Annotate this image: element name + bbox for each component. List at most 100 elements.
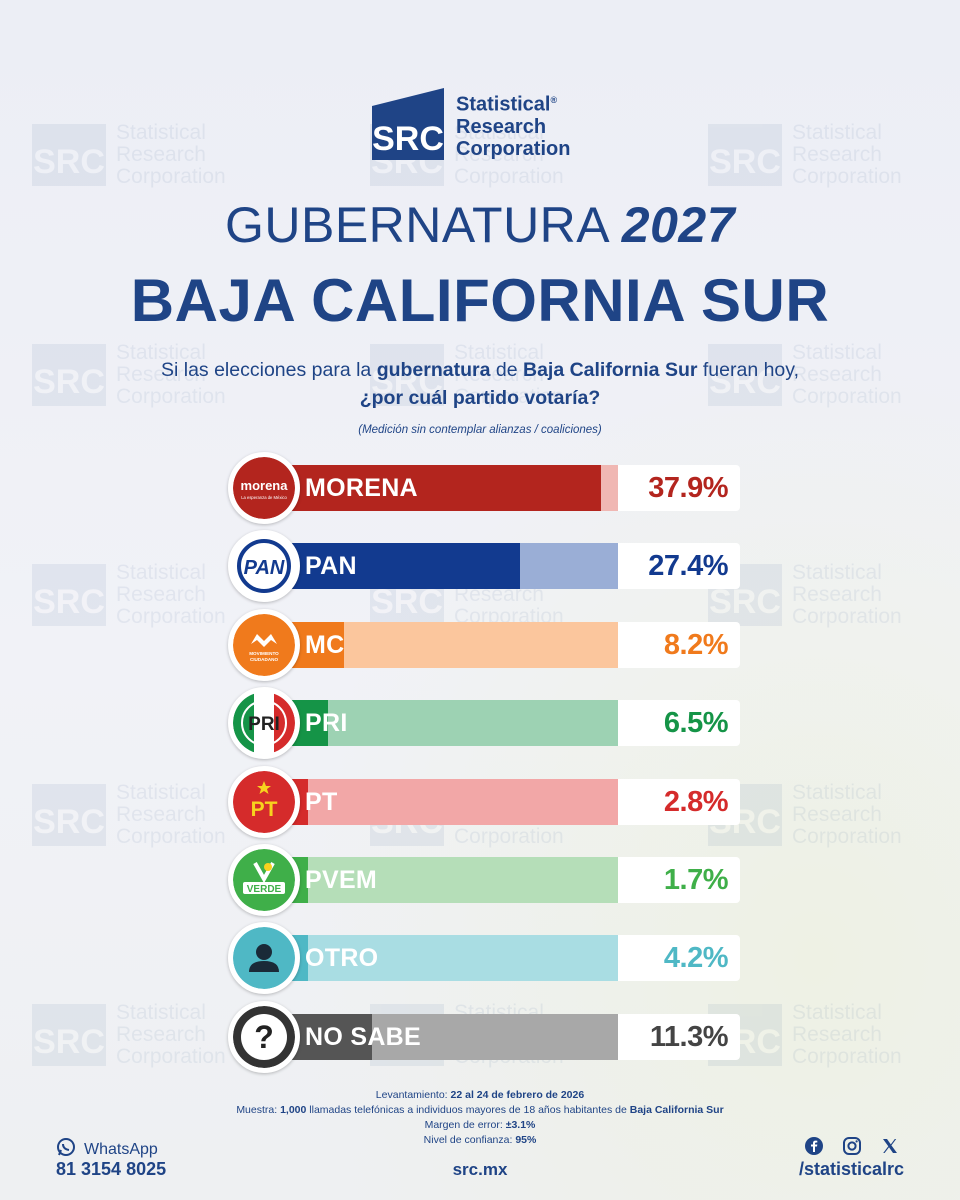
bar-row-mc: MC 8.2% MOVIMIENTO CIUDADANO: [228, 608, 740, 681]
pan-logo-icon: PAN: [228, 530, 300, 603]
title-prefix: GUBERNATURA: [224, 197, 608, 253]
brand-name-line1: Statistical: [456, 94, 551, 116]
value-box: 8.2%: [618, 621, 740, 668]
fieldwork-value: 22 al 24 de febrero de 2026: [450, 1089, 585, 1101]
whatsapp-contact[interactable]: WhatsApp: [56, 1137, 158, 1162]
bar-row-pt: PT 2.8% PT: [228, 765, 740, 838]
bar-track: [268, 543, 838, 590]
bar-background: [268, 857, 618, 903]
bar-track: [268, 778, 838, 825]
question-line-2: ¿por cuál partido votaría?: [359, 387, 601, 409]
svg-text:VERDE: VERDE: [247, 884, 282, 895]
category-label: PRI: [305, 709, 348, 738]
survey-question: Si las elecciones para la gubernatura de…: [0, 356, 960, 412]
category-label: MC: [305, 630, 345, 659]
person-icon: [228, 922, 300, 995]
question-text-1: Si las elecciones para la: [160, 359, 377, 381]
confidence-value: 95%: [515, 1134, 537, 1146]
svg-text:La esperanza de México: La esperanza de México: [241, 495, 287, 500]
bar-row-pvem: PVEM 1.7% VERDE: [228, 844, 740, 916]
value-box: 6.5%: [618, 700, 740, 747]
bar-background: [268, 778, 618, 825]
category-label: PVEM: [305, 866, 378, 894]
social-icons: [804, 1136, 900, 1161]
registered-mark: ®: [550, 95, 558, 106]
brand-name-line3: Corporation: [456, 138, 571, 160]
sample-value: 1,000: [280, 1104, 307, 1116]
data-label: 1.7%: [663, 864, 729, 896]
data-label: 2.8%: [663, 785, 729, 818]
instagram-icon[interactable]: [842, 1136, 862, 1161]
svg-text:PAN: PAN: [244, 557, 285, 579]
value-box: 11.3%: [618, 1013, 740, 1060]
svg-text:?: ?: [254, 1019, 274, 1055]
svg-text:PRI: PRI: [248, 714, 280, 735]
website-link[interactable]: src.mx: [452, 1160, 508, 1179]
sample-text: llamadas telefónicas a individuos mayore…: [306, 1104, 630, 1116]
question-bold-1: gubernatura: [376, 359, 491, 381]
social-handle[interactable]: /statisticalrc: [798, 1159, 904, 1179]
svg-text:morena: morena: [241, 478, 289, 493]
category-label: PT: [305, 787, 338, 816]
verde-logo-icon: VERDE: [228, 844, 300, 916]
data-label: 4.2%: [663, 942, 729, 975]
survey-footnote: Levantamiento: 22 al 24 de febrero de 20…: [0, 1088, 960, 1148]
morena-logo-icon: morena La esperanza de México: [228, 452, 300, 524]
title-state: BAJA CALIFORNIA SUR: [130, 267, 830, 334]
mc-logo-icon: MOVIMIENTO CIUDADANO: [228, 608, 300, 681]
facebook-icon[interactable]: [804, 1136, 824, 1161]
question-text-3: fueran hoy,: [697, 359, 799, 381]
whatsapp-number[interactable]: 81 3154 8025: [56, 1159, 167, 1179]
sample-state: Baja California Sur: [629, 1104, 724, 1116]
sample-label: Muestra:: [236, 1104, 281, 1116]
x-icon[interactable]: [880, 1136, 900, 1161]
title-year: 2027: [621, 197, 736, 253]
svg-text:PT: PT: [251, 798, 278, 821]
category-label: NO SABE: [305, 1022, 422, 1051]
bar-background: [268, 935, 618, 982]
bar-row-no-sabe: NO SABE 11.3%?: [228, 1000, 740, 1073]
error-value: ±3.1%: [505, 1119, 536, 1131]
fieldwork-label: Levantamiento:: [375, 1089, 451, 1101]
bar-row-morena: MORENA 37.9% morena La esperanza de México: [228, 452, 740, 524]
category-label: MORENA: [305, 474, 418, 502]
value-box: 4.2%: [618, 935, 740, 982]
data-label: 11.3%: [649, 1020, 729, 1053]
bar-track: [268, 857, 838, 903]
question-text-2: de: [490, 359, 523, 381]
whatsapp-icon: [56, 1137, 76, 1162]
category-label: PAN: [305, 552, 357, 581]
data-label: 8.2%: [663, 628, 729, 661]
data-label: 6.5%: [663, 707, 729, 740]
svg-text:MOVIMIENTO: MOVIMIENTO: [249, 651, 279, 656]
brand-name-line2: Research: [456, 116, 547, 138]
bar-track: [268, 621, 838, 668]
bar: [268, 543, 521, 590]
value-box: 27.4%: [618, 543, 740, 590]
question-icon: ?: [228, 1000, 300, 1073]
bar-row-pri: PRI 6.5% PRI: [228, 687, 740, 760]
pri-logo-icon: PRI: [228, 687, 300, 760]
title-election: GUBERNATURA 2027: [0, 196, 960, 254]
value-box: 2.8%: [618, 778, 740, 825]
bar-row-otro: OTRO 4.2%: [228, 922, 740, 995]
bar-track: [268, 700, 838, 747]
value-box: 37.9%: [618, 465, 740, 511]
data-label: 37.9%: [648, 472, 728, 504]
whatsapp-label: WhatsApp: [84, 1140, 158, 1158]
src-logo-icon: SRC: [370, 86, 446, 162]
brand-logo: SRC Statistical® Research Corporation: [370, 86, 570, 162]
confidence-label: Nivel de confianza:: [423, 1134, 516, 1146]
methodology-note: (Medición sin contemplar alianzas / coal…: [358, 424, 602, 436]
error-label: Margen de error:: [424, 1119, 506, 1131]
brand-name: Statistical® Research Corporation: [456, 89, 570, 162]
data-label: 27.4%: [648, 550, 728, 583]
bar: [268, 465, 602, 511]
value-box: 1.7%: [618, 857, 740, 903]
category-label: OTRO: [305, 944, 379, 973]
bar-track: [268, 465, 838, 511]
logo-mark-text: SRC: [372, 120, 444, 158]
bar-row-pan: PAN 27.4% PAN: [228, 530, 740, 603]
